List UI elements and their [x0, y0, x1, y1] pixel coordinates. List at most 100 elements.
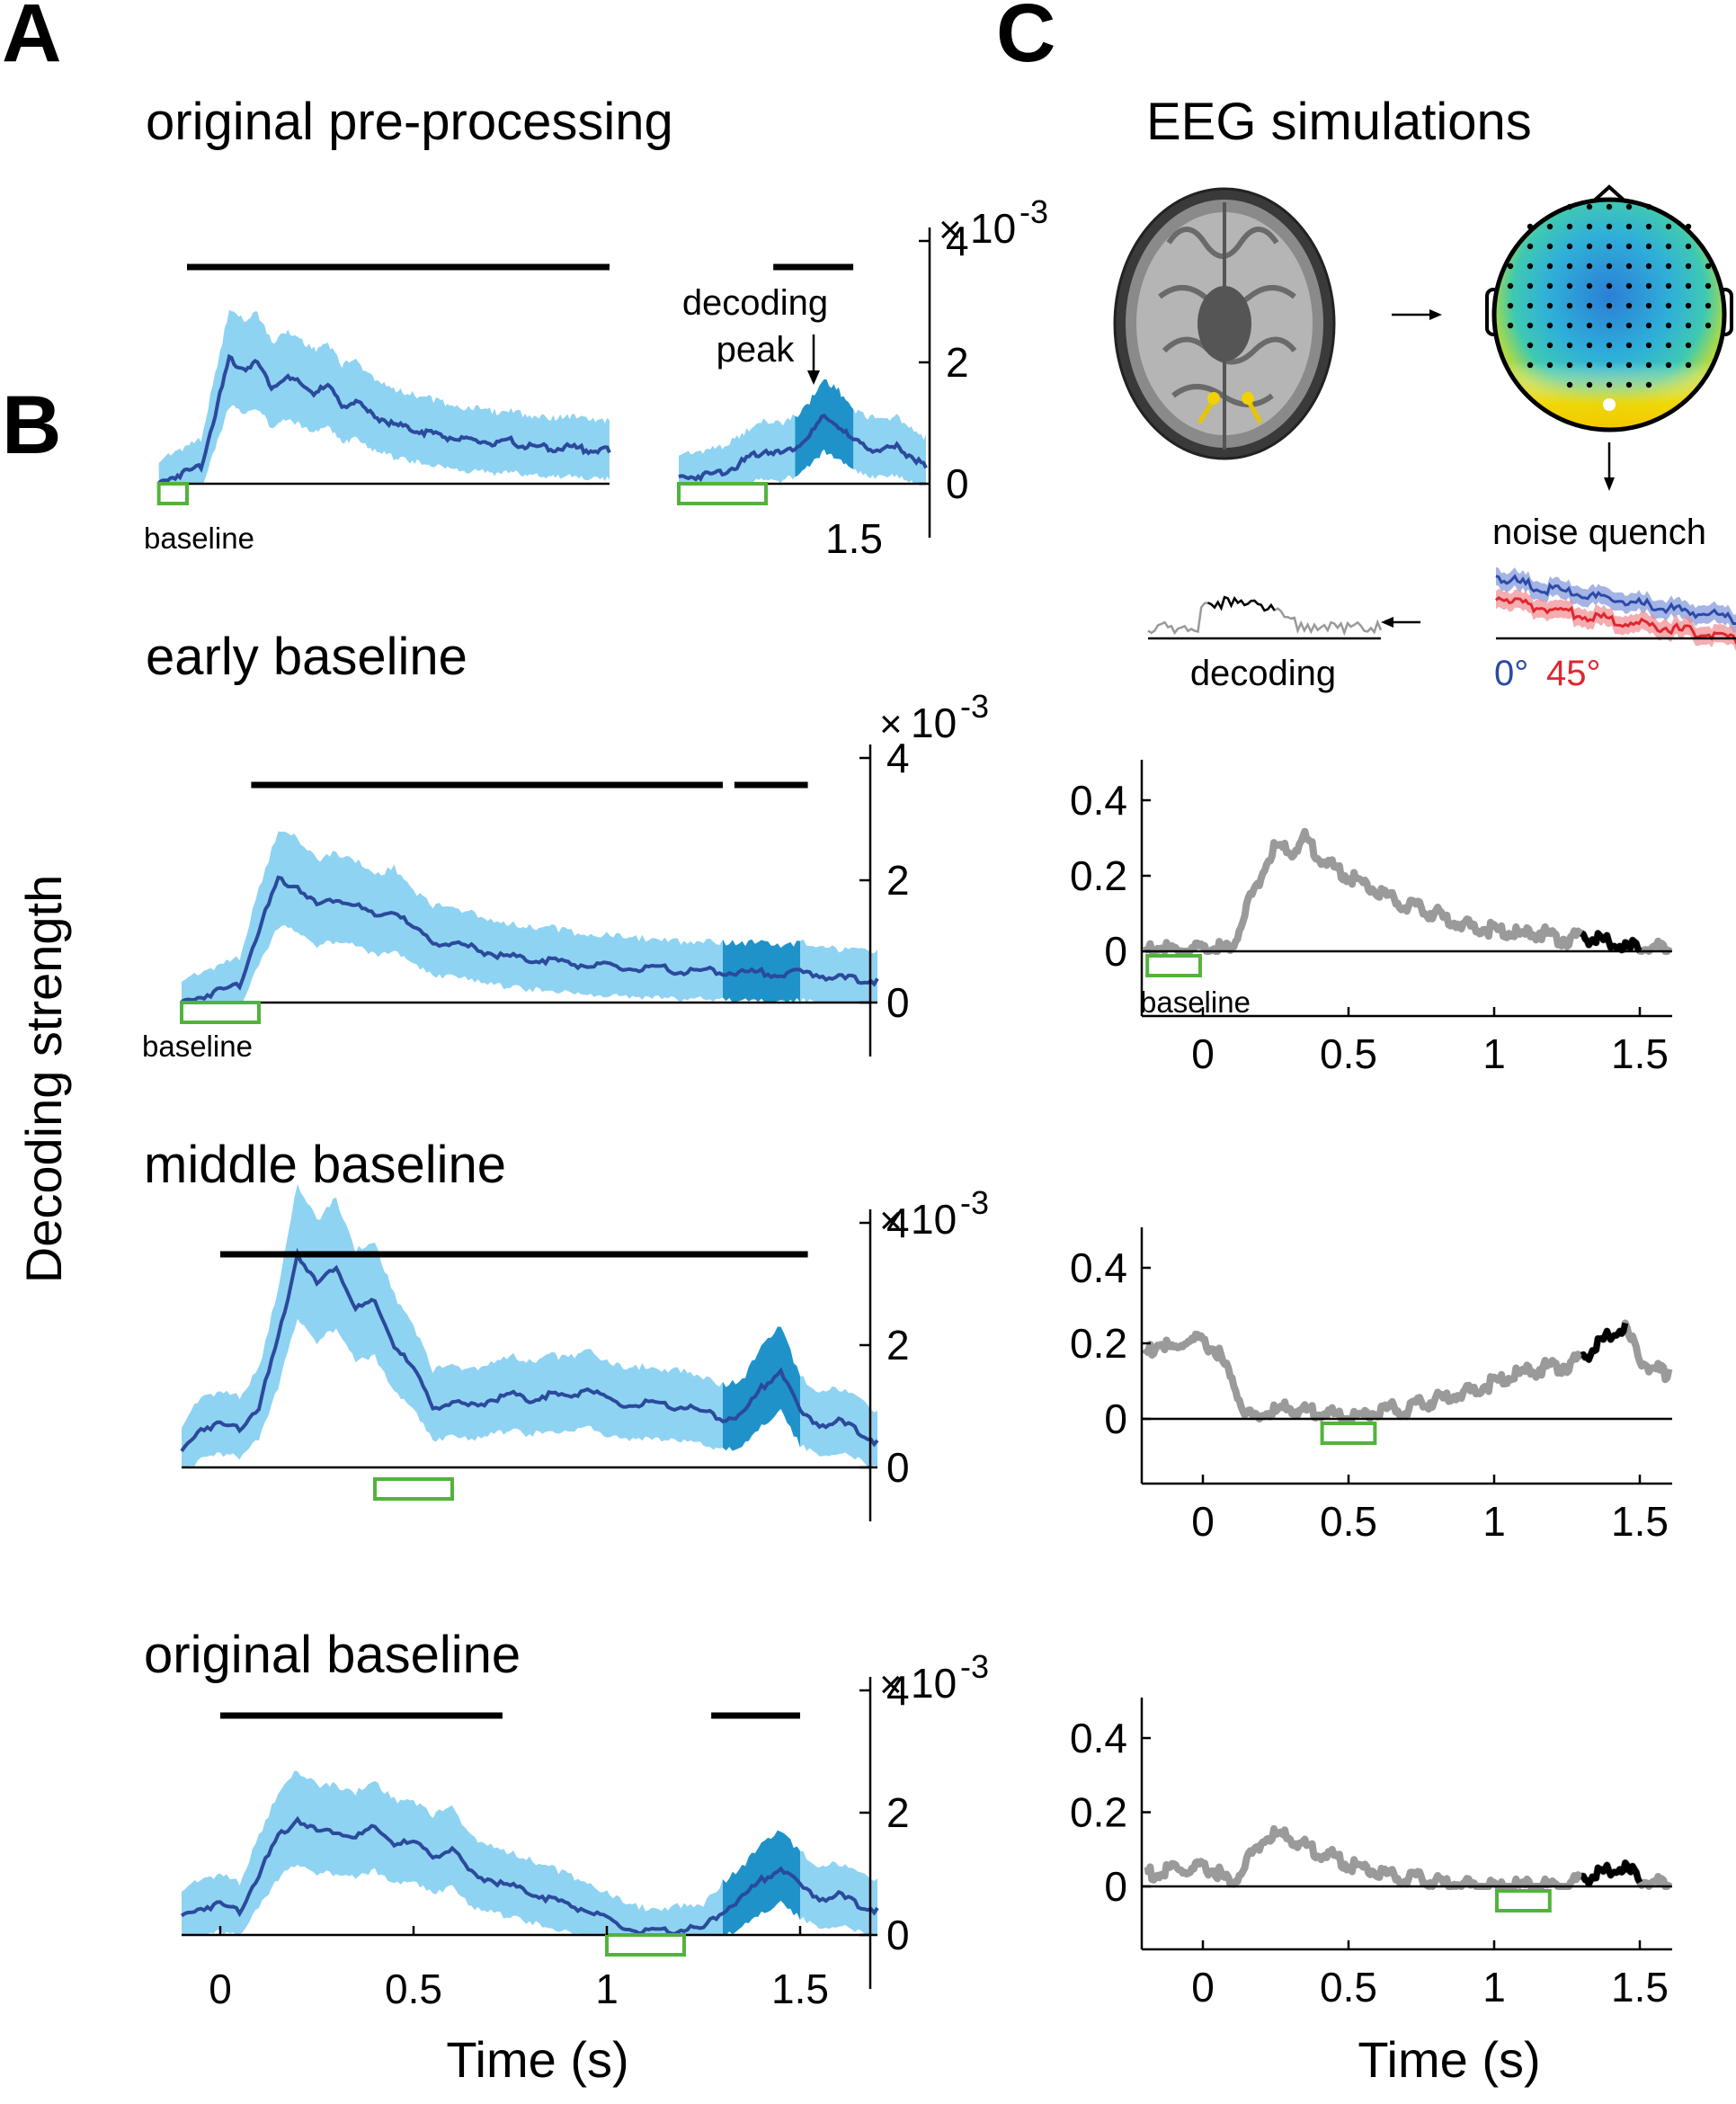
electrode-dot: [1665, 243, 1672, 250]
electrode-dot: [1625, 302, 1633, 309]
x-tick-label: 0: [1191, 1964, 1215, 2010]
electrode-dot: [1625, 263, 1633, 270]
scale-exp-label: -3: [960, 688, 989, 725]
x-tick-label: 0: [1191, 1498, 1215, 1545]
electrode-dot: [1586, 282, 1593, 290]
electrode-dot: [1586, 223, 1593, 230]
electrode-dot: [1606, 342, 1613, 349]
electrode-dot: [1685, 282, 1692, 290]
electrode-dot: [1705, 263, 1712, 270]
electrode-dot: [1705, 302, 1712, 309]
panel-label-b: B: [2, 379, 61, 471]
x-tick-label: 1: [595, 1966, 619, 2012]
y-tick-label: 2: [886, 1322, 910, 1368]
y-tick-label: 0.4: [1070, 1715, 1127, 1761]
electrode-dot: [1606, 263, 1613, 270]
mean-line: [678, 414, 928, 483]
chart-C-early: 0 0.2 0.4 0 0.5 1 1.5 baseline: [1070, 760, 1673, 1077]
sim-trace: [1142, 1319, 1673, 1422]
y-tick-label: 4: [886, 1667, 910, 1714]
sim-trace: [1143, 827, 1673, 955]
baseline-window-box: [1145, 954, 1202, 977]
mean-line: [157, 353, 611, 485]
panel-label-a: A: [2, 0, 61, 79]
electrode-dot: [1625, 243, 1633, 250]
electrode-dot: [1546, 243, 1553, 250]
title-b-early: early baseline: [146, 628, 467, 686]
y-tick-label: 4: [886, 735, 910, 781]
sim-significant-trace: [1580, 1859, 1643, 1887]
electrode-dot: [1507, 263, 1514, 270]
y-tick-label: 0: [886, 1444, 910, 1491]
scale-times-label: ×: [879, 702, 903, 746]
title-a: original pre-processing: [146, 93, 673, 151]
electrode-dot: [1527, 322, 1534, 329]
x-tick-label: 1.5: [1611, 1964, 1669, 2010]
x-tick-label: 0.5: [385, 1966, 442, 2012]
y-tick-label: 0: [1104, 1395, 1127, 1442]
eeg-topography-icon: [1485, 184, 1733, 432]
electrode-dot: [1685, 302, 1692, 309]
electrode-dot: [1665, 322, 1672, 329]
electrode-dot: [1625, 381, 1633, 388]
y-tick-label: 2: [946, 339, 969, 386]
electrode-dot: [1645, 203, 1652, 210]
electrode-dot: [1645, 243, 1652, 250]
x-tick-label: 0.5: [1320, 1030, 1377, 1077]
scale-times-label: ×: [879, 1199, 903, 1243]
electrode-dot: [1566, 381, 1573, 388]
electrode-dot: [1685, 243, 1692, 250]
electrode-dot: [1685, 223, 1692, 230]
electrode-dot: [1645, 381, 1652, 388]
x-tick-label: 1: [1482, 1498, 1506, 1545]
chart-A-inset: 0 2 4× 10 -3: [677, 193, 1048, 538]
electrode-dot: [1606, 322, 1613, 329]
electrode-dot: [1546, 282, 1553, 290]
electrode-dot: [1606, 381, 1613, 388]
electrode-dot: [1507, 322, 1514, 329]
mean-line: [180, 1815, 879, 1936]
title-b-middle: middle baseline: [144, 1136, 506, 1194]
baseline-window-box: [156, 482, 190, 505]
chart-B-early: 0 2 4× 10 -3: [180, 688, 989, 1056]
x-tick-label: 1.5: [1611, 1498, 1669, 1545]
electrode-dot: [1645, 282, 1652, 290]
electrode-dot: [1586, 243, 1593, 250]
x-tick-label: 0: [1191, 1030, 1215, 1077]
electrode-dot: [1566, 322, 1573, 329]
electrode-dot: [1546, 361, 1553, 369]
electrode-dot: [1527, 361, 1534, 369]
electrode-dot: [1566, 302, 1573, 309]
electrode-dot: [1586, 361, 1593, 369]
electrode-dot: [1586, 302, 1593, 309]
x-axis-label-left: Time (s): [446, 2031, 628, 2088]
y-tick-label: 4: [946, 218, 969, 264]
electrode-dot: [1566, 223, 1573, 230]
scale-base-label: 10: [970, 205, 1016, 252]
highlight-band: [723, 1830, 800, 1935]
electrode-dot: [1705, 322, 1712, 329]
baseline-window-box: [1495, 1889, 1552, 1912]
y-tick-label: 2: [886, 1789, 910, 1836]
y-tick-label: 0.4: [1070, 1244, 1127, 1291]
x-axis-label-right: Time (s): [1358, 2031, 1540, 2088]
electrode-dot: [1606, 361, 1613, 369]
arrow-right-icon: [1392, 309, 1442, 320]
electrode-dot: [1507, 302, 1514, 309]
y-tick-label: 0.2: [1070, 1789, 1127, 1836]
x-tick-label: 0.5: [1320, 1964, 1377, 2010]
scale-exp-label: -3: [1019, 193, 1048, 230]
noise-quench-plot: [1494, 566, 1736, 652]
y-tick-label: 0: [1104, 928, 1127, 975]
y-tick-label: 0: [886, 1912, 910, 1958]
electrode-dot: [1625, 282, 1633, 290]
baseline-window-box: [677, 482, 769, 505]
angle-45-label: 45°: [1546, 654, 1601, 693]
y-tick-label: 0.2: [1070, 1320, 1127, 1367]
chart-B-middle: 0 2 4× 10 -3: [180, 1183, 989, 1521]
mean-line: [181, 875, 879, 1003]
baseline-window-box: [373, 1477, 454, 1501]
x-tick-label: 1.5: [771, 1966, 829, 2012]
